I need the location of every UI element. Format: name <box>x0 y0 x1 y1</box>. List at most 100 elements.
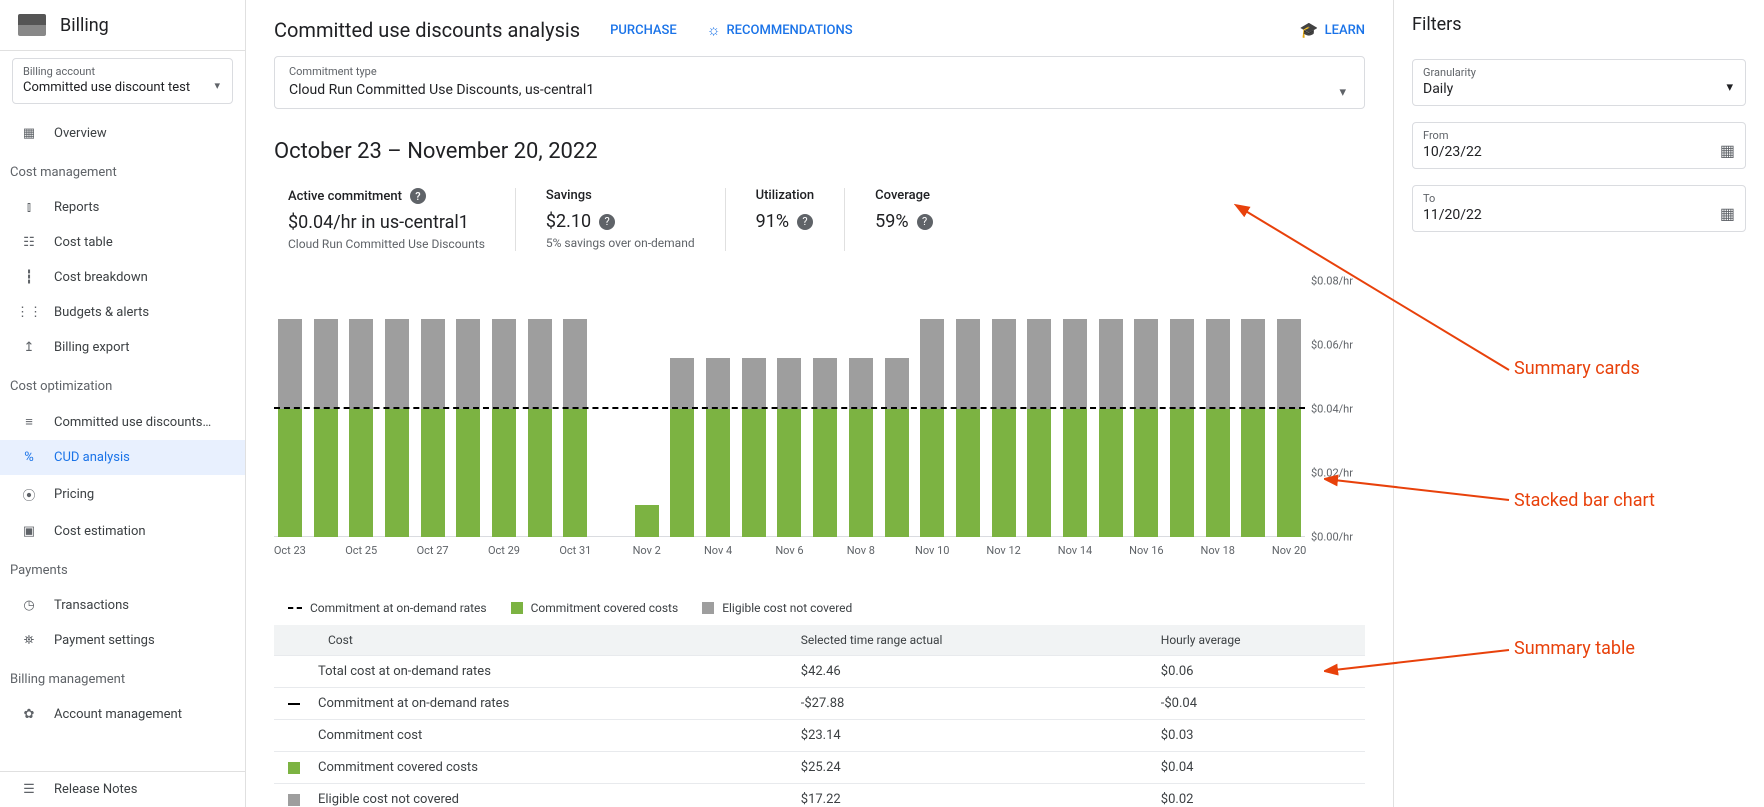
nav-item-cost-table[interactable]: ☷Cost table <box>0 225 245 260</box>
cost-table-icon: ☷ <box>18 235 40 250</box>
chart-bar <box>1134 319 1158 537</box>
cud-icon: ≡ <box>18 414 40 430</box>
segment-uncovered <box>492 319 516 409</box>
cost-label: Commitment covered costs <box>318 760 478 775</box>
y-tick-label: $0.00/hr <box>1311 531 1353 544</box>
segment-uncovered <box>1277 319 1301 409</box>
segment-covered <box>563 409 587 537</box>
nav-label: Committed use discounts… <box>54 415 211 430</box>
table-header: Cost <box>274 625 787 656</box>
legend-label: Commitment covered costs <box>531 601 679 615</box>
chart-bar <box>670 358 694 537</box>
reports-icon: ⫾ <box>18 200 40 215</box>
y-axis-labels: $0.08/hr$0.06/hr$0.04/hr$0.02/hr$0.00/hr <box>1305 281 1365 561</box>
legend-item: Commitment covered costs <box>511 601 679 615</box>
help-icon[interactable]: ? <box>410 188 426 204</box>
chart-bar <box>956 319 980 537</box>
chart-day-column <box>524 281 556 537</box>
nav-item-cost-breakdown[interactable]: ┇Cost breakdown <box>0 260 245 295</box>
chart-bar <box>777 358 801 537</box>
table-header: Selected time range actual <box>787 625 1147 656</box>
nav-item-reports[interactable]: ⫾Reports <box>0 190 245 225</box>
segment-uncovered <box>528 319 552 409</box>
segment-uncovered <box>1206 319 1230 409</box>
nav-item-cost-est[interactable]: ▣Cost estimation <box>0 514 245 549</box>
x-tick-label: Nov 2 <box>633 544 661 557</box>
nav-item-payment-settings[interactable]: ⛯ Payment settings <box>0 623 245 658</box>
recommendations-link[interactable]: ☼ RECOMMENDATIONS <box>707 21 853 39</box>
nav-item-transactions[interactable]: ◷Transactions <box>0 588 245 623</box>
nav-item-account-mgmt[interactable]: ✿Account management <box>0 697 245 732</box>
chart-day-column: Oct 27 <box>417 281 449 537</box>
nav-label: CUD analysis <box>54 450 130 465</box>
segment-covered <box>706 409 730 537</box>
release-notes-icon: ☰ <box>18 782 40 797</box>
overview-icon: ▦ <box>18 126 40 141</box>
nav-item-cud-analysis[interactable]: %CUD analysis <box>0 440 245 475</box>
billing-account-select[interactable]: Billing account Committed use discount t… <box>12 58 233 104</box>
filters-title: Filters <box>1412 14 1746 35</box>
nav-item-overview[interactable]: ▦Overview <box>0 116 245 151</box>
payment-settings-icon: ⛯ <box>18 633 40 648</box>
segment-uncovered <box>456 319 480 409</box>
help-icon[interactable]: ? <box>917 214 933 230</box>
chart-bar <box>920 319 944 537</box>
segment-uncovered <box>1063 319 1087 409</box>
purchase-label: PURCHASE <box>610 23 677 38</box>
nav-item-budgets[interactable]: ⋮⋮Budgets & alerts <box>0 295 245 330</box>
learn-link[interactable]: 🎓 LEARN <box>1300 21 1365 39</box>
legend-square-icon <box>702 602 714 614</box>
to-date-field[interactable]: To 11/20/22 ▦ <box>1412 185 1746 232</box>
legend-item: Eligible cost not covered <box>702 601 852 615</box>
row-square-icon <box>288 762 300 774</box>
main-header: Committed use discounts analysis PURCHAS… <box>274 0 1365 52</box>
chart-bar <box>314 319 338 537</box>
granularity-select[interactable]: Granularity Daily <box>1412 59 1746 106</box>
chart-bar <box>421 319 445 537</box>
avg-value: $0.06 <box>1147 656 1365 688</box>
nav-item-cud[interactable]: ≡ Committed use discounts… <box>0 404 245 440</box>
segment-uncovered <box>813 358 837 409</box>
chart-day-column: Nov 12 <box>988 281 1020 537</box>
from-date-field[interactable]: From 10/23/22 ▦ <box>1412 122 1746 169</box>
segment-covered <box>1063 409 1087 537</box>
segment-covered <box>1241 409 1265 537</box>
table-row: Commitment at on-demand rates-$27.88-$0.… <box>274 688 1365 720</box>
purchase-link[interactable]: PURCHASE <box>610 23 677 38</box>
help-icon[interactable]: ? <box>797 214 813 230</box>
segment-covered <box>1099 409 1123 537</box>
segment-uncovered <box>1241 319 1265 409</box>
segment-uncovered <box>742 358 766 409</box>
segment-covered <box>777 409 801 537</box>
cost-label: Eligible cost not covered <box>318 792 459 807</box>
card-subtitle: 5% savings over on-demand <box>546 236 695 250</box>
nav-item-pricing[interactable]: ⦿Pricing <box>0 475 245 514</box>
commitment-type-select[interactable]: Commitment type Cloud Run Committed Use … <box>274 56 1365 109</box>
chart-day-column <box>1166 281 1198 537</box>
chart-bar <box>456 319 480 537</box>
nav-release-notes[interactable]: ☰ Release Notes <box>0 772 245 807</box>
sidebar-title: Billing <box>60 15 109 36</box>
help-icon[interactable]: ? <box>599 214 615 230</box>
chart-day-column: Nov 8 <box>845 281 877 537</box>
recommendations-label: RECOMMENDATIONS <box>727 23 853 38</box>
segment-covered <box>813 409 837 537</box>
segment-covered <box>456 409 480 537</box>
nav-label: Payment settings <box>54 633 155 648</box>
segment-uncovered <box>849 358 873 409</box>
chart-bar <box>1277 319 1301 537</box>
y-tick-label: $0.06/hr <box>1311 339 1353 352</box>
x-tick-label: Oct 27 <box>417 544 449 557</box>
summary-table: CostSelected time range actualHourly ave… <box>274 625 1365 807</box>
segment-uncovered <box>1099 319 1123 409</box>
x-tick-label: Nov 6 <box>775 544 803 557</box>
commitment-type-value: Cloud Run Committed Use Discounts, us-ce… <box>289 82 1350 98</box>
x-tick-label: Nov 4 <box>704 544 732 557</box>
table-header: Hourly average <box>1147 625 1365 656</box>
chart-day-column: Nov 4 <box>702 281 734 537</box>
nav-item-export[interactable]: ↥Billing export <box>0 330 245 365</box>
to-value: 11/20/22 <box>1423 207 1735 223</box>
segment-uncovered <box>777 358 801 409</box>
from-label: From <box>1423 129 1735 142</box>
chart-day-column <box>952 281 984 537</box>
